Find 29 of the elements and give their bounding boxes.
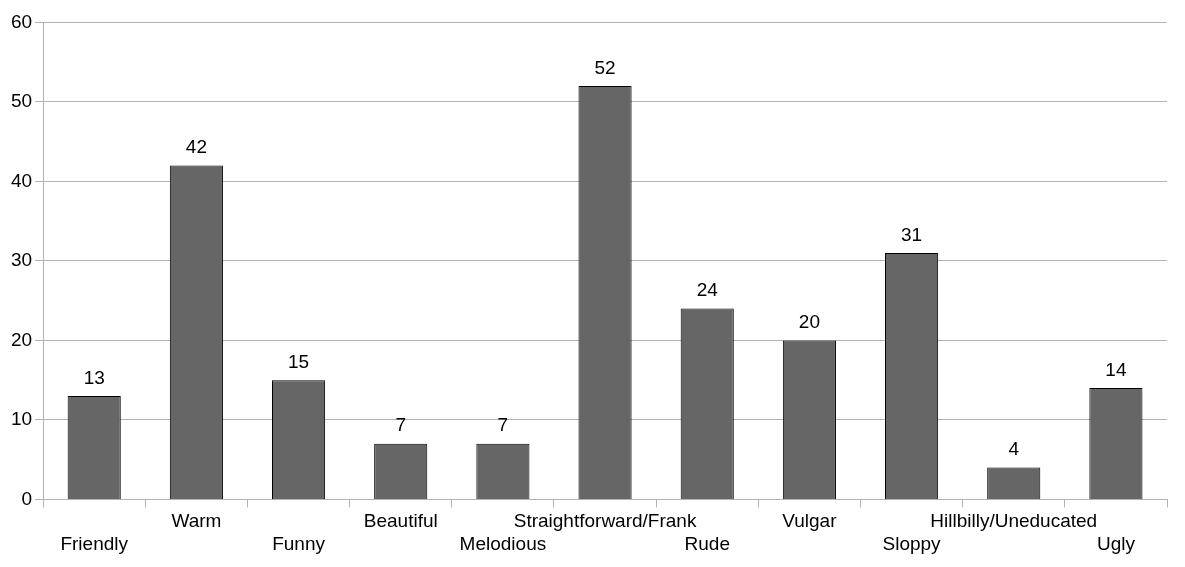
x-tick-label: Ugly [1096, 532, 1136, 554]
x-tick-label: Friendly [60, 532, 129, 554]
x-tick-label: Warm [171, 510, 222, 532]
data-label: 14 [1105, 358, 1127, 380]
x-tick-label: Beautiful [363, 510, 438, 532]
x-tick-label: Sloppy [882, 532, 942, 554]
data-label: 7 [395, 414, 407, 436]
y-tick-label: 20 [10, 328, 33, 350]
y-tick-label: 30 [10, 249, 33, 271]
x-tick-label: Funny [272, 532, 326, 554]
x-tick-label: Melodious [459, 532, 547, 554]
data-label: 31 [901, 223, 923, 245]
y-tick-label: 10 [10, 408, 33, 430]
x-tick-label: Rude [684, 532, 730, 554]
data-label: 20 [798, 311, 820, 333]
x-tick-label: Straightforward/Frank [513, 510, 697, 532]
data-label: 15 [287, 350, 310, 372]
data-label: 7 [497, 414, 509, 436]
y-tick-label: 50 [10, 90, 33, 112]
data-label: 42 [185, 136, 207, 158]
x-tick-label: Vulgar [782, 510, 838, 532]
y-tick-label: 0 [21, 487, 33, 509]
data-label: 13 [83, 366, 105, 388]
x-tick-label: Hillbilly/Uneducated [930, 510, 1098, 532]
data-label: 24 [696, 279, 719, 301]
data-label: 4 [1008, 438, 1020, 460]
y-tick-label: 40 [10, 169, 33, 191]
y-tick-label: 60 [10, 10, 33, 32]
data-label: 52 [594, 56, 616, 78]
